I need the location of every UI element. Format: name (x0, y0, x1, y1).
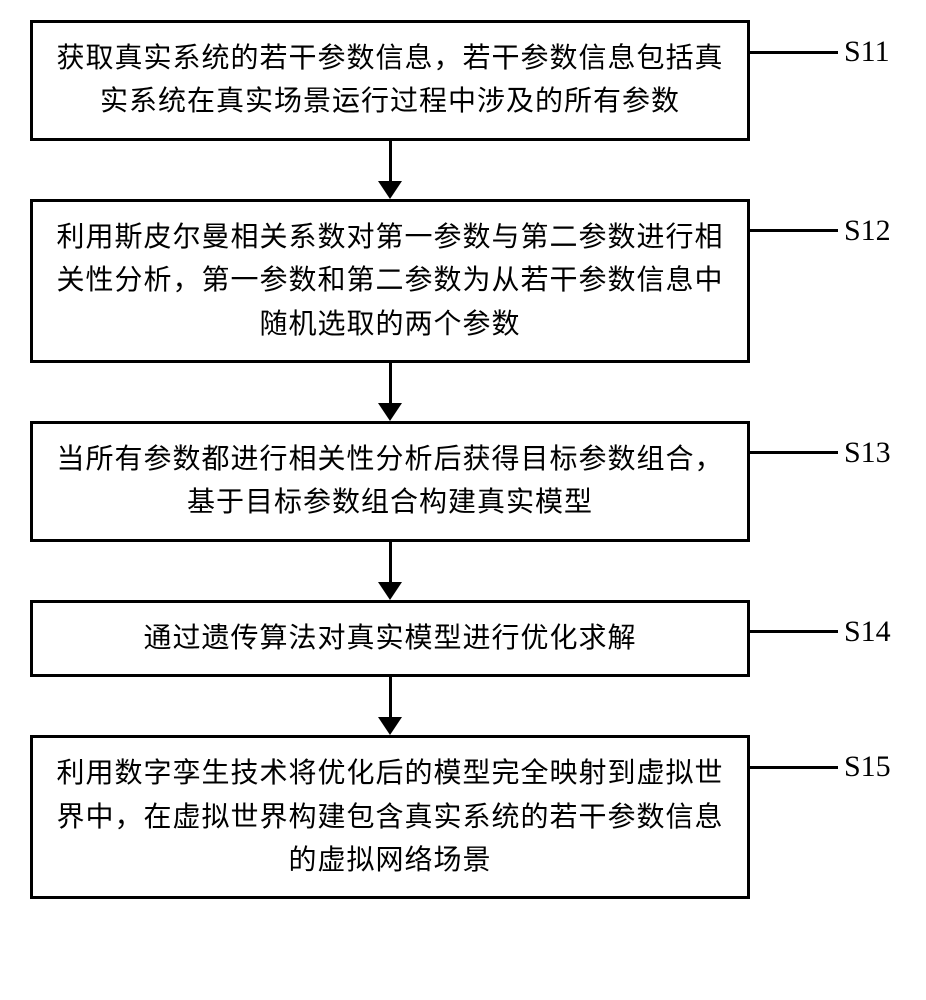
flow-arrow (30, 363, 750, 421)
step-label: S14 (844, 615, 891, 649)
step-box-s14: 通过遗传算法对真实模型进行优化求解 (30, 600, 750, 677)
arrow-head-icon (378, 403, 402, 421)
arrow-shaft (389, 141, 392, 183)
step-box-s11: 获取真实系统的若干参数信息，若干参数信息包括真实系统在真实场景运行过程中涉及的所… (30, 20, 750, 141)
arrow-head-icon (378, 582, 402, 600)
flowchart-container: 获取真实系统的若干参数信息，若干参数信息包括真实系统在真实场景运行过程中涉及的所… (0, 0, 926, 1000)
step-label: S15 (844, 750, 891, 784)
flow-step: 通过遗传算法对真实模型进行优化求解 S14 (30, 600, 926, 677)
step-text: 利用数字孪生技术将优化后的模型完全映射到虚拟世界中，在虚拟世界构建包含真实系统的… (56, 758, 723, 876)
step-box-s12: 利用斯皮尔曼相关系数对第一参数与第二参数进行相关性分析，第一参数和第二参数为从若… (30, 199, 750, 363)
step-label: S11 (844, 35, 890, 69)
step-text: 利用斯皮尔曼相关系数对第一参数与第二参数进行相关性分析，第一参数和第二参数为从若… (56, 222, 723, 340)
arrow-head-icon (378, 717, 402, 735)
step-box-s15: 利用数字孪生技术将优化后的模型完全映射到虚拟世界中，在虚拟世界构建包含真实系统的… (30, 735, 750, 899)
step-leader: S15 (748, 750, 891, 784)
step-leader: S13 (748, 436, 891, 470)
step-text: 通过遗传算法对真实模型进行优化求解 (143, 623, 636, 654)
step-leader: S12 (748, 214, 891, 248)
step-leader: S14 (748, 615, 891, 649)
flow-step: 利用斯皮尔曼相关系数对第一参数与第二参数进行相关性分析，第一参数和第二参数为从若… (30, 199, 926, 363)
arrow-shaft (389, 677, 392, 719)
arrow-head-icon (378, 181, 402, 199)
flow-arrow (30, 677, 750, 735)
step-text: 当所有参数都进行相关性分析后获得目标参数组合，基于目标参数组合构建真实模型 (56, 444, 723, 518)
arrow-shaft (389, 363, 392, 405)
flow-step: 利用数字孪生技术将优化后的模型完全映射到虚拟世界中，在虚拟世界构建包含真实系统的… (30, 735, 926, 899)
step-text: 获取真实系统的若干参数信息，若干参数信息包括真实系统在真实场景运行过程中涉及的所… (56, 43, 723, 117)
flow-arrow (30, 141, 750, 199)
flow-step: 当所有参数都进行相关性分析后获得目标参数组合，基于目标参数组合构建真实模型 S1… (30, 421, 926, 542)
leader-line (748, 451, 838, 454)
flow-step: 获取真实系统的若干参数信息，若干参数信息包括真实系统在真实场景运行过程中涉及的所… (30, 20, 926, 141)
leader-line (748, 229, 838, 232)
arrow-shaft (389, 542, 392, 584)
step-leader: S11 (748, 35, 890, 69)
step-label: S12 (844, 214, 891, 248)
flow-arrow (30, 542, 750, 600)
leader-line (748, 766, 838, 769)
leader-line (748, 51, 838, 54)
leader-line (748, 630, 838, 633)
step-label: S13 (844, 436, 891, 470)
step-box-s13: 当所有参数都进行相关性分析后获得目标参数组合，基于目标参数组合构建真实模型 (30, 421, 750, 542)
